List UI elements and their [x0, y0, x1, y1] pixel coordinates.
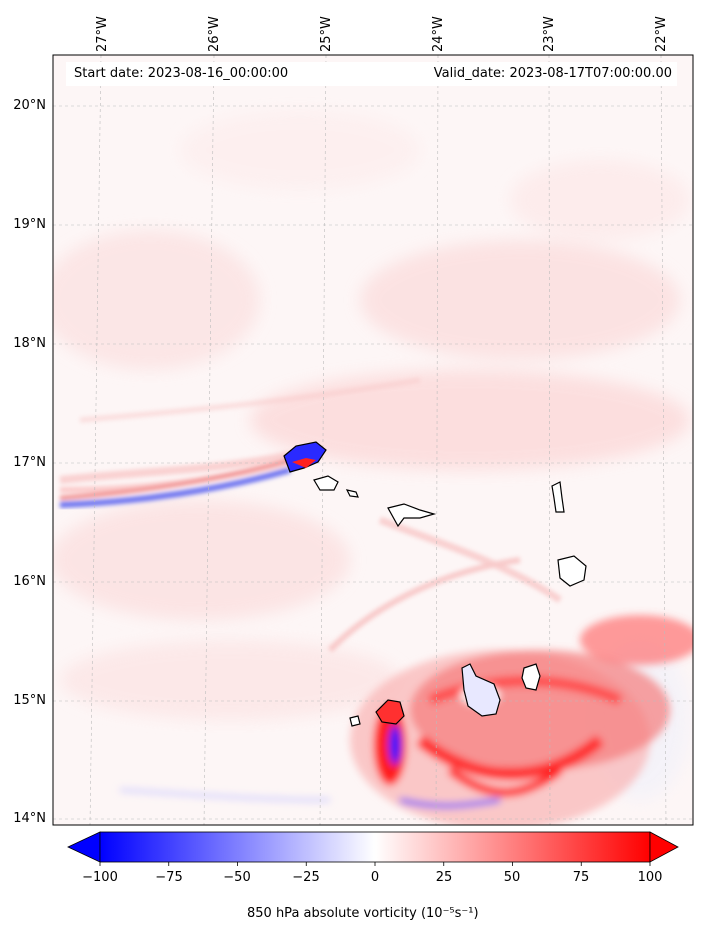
lon-label: 22°W [654, 16, 669, 52]
lat-label: 16°N [13, 574, 46, 589]
colorbar-tick-label: 0 [370, 870, 380, 885]
lon-label: 27°W [95, 16, 110, 52]
map-panel [53, 55, 693, 825]
colorbar-label: 850 hPa absolute vorticity (10⁻⁵s⁻¹) [247, 906, 479, 921]
island-santa-luzia [345, 489, 359, 498]
island-santiago [461, 663, 501, 717]
island-brava [349, 715, 361, 727]
colorbar-extend-max [649, 831, 679, 863]
colorbar-extend-min [67, 831, 101, 863]
shear-line [59, 458, 291, 508]
lat-label: 17°N [13, 455, 46, 470]
colorbar-tick-label: −75 [155, 870, 183, 885]
lat-label: 20°N [13, 98, 46, 113]
lat-label: 19°N [13, 217, 46, 232]
lon-label: 25°W [319, 16, 334, 52]
colorbar-label-text: 850 hPa absolute vorticity [247, 906, 417, 921]
island-sal [551, 481, 565, 513]
island-maio [521, 663, 541, 691]
colorbar-ramp [99, 831, 651, 863]
colorbar-tick-label: −25 [292, 870, 320, 885]
colorbar-unit: (10⁻⁵s⁻¹) [420, 906, 479, 921]
colorbar-tick-label: 100 [637, 870, 663, 885]
island-sao-vicente [313, 475, 339, 491]
valid-date-label: Valid_date: 2023-08-17T07:00:00.00 [433, 66, 672, 81]
colorbar-tick-label: −50 [223, 870, 251, 885]
island-fogo [375, 699, 405, 725]
lon-label: 26°W [207, 16, 222, 52]
island-santo-antao [283, 441, 327, 473]
colorbar-tick-label: 25 [435, 870, 453, 885]
colorbar-tick-label: 75 [572, 870, 590, 885]
lat-label: 15°N [13, 693, 46, 708]
island-boa-vista [557, 555, 587, 587]
gridlines [53, 55, 693, 825]
vorticity-streaks [59, 377, 562, 653]
lon-label: 23°W [542, 16, 557, 52]
vortex-core [119, 615, 693, 825]
colorbar-tick-label: 50 [503, 870, 521, 885]
coastlines [283, 441, 587, 727]
island-sao-nicolau [387, 503, 437, 528]
header-box [66, 62, 677, 86]
start-date-label: Start date: 2023-08-16_00:00:00 [74, 66, 289, 81]
lat-label: 14°N [13, 811, 46, 826]
colorbar [67, 831, 679, 866]
lon-label: 24°W [431, 16, 446, 52]
colorbar-tick-label: −100 [82, 870, 118, 885]
lat-label: 18°N [13, 336, 46, 351]
map-frame [52, 54, 694, 826]
